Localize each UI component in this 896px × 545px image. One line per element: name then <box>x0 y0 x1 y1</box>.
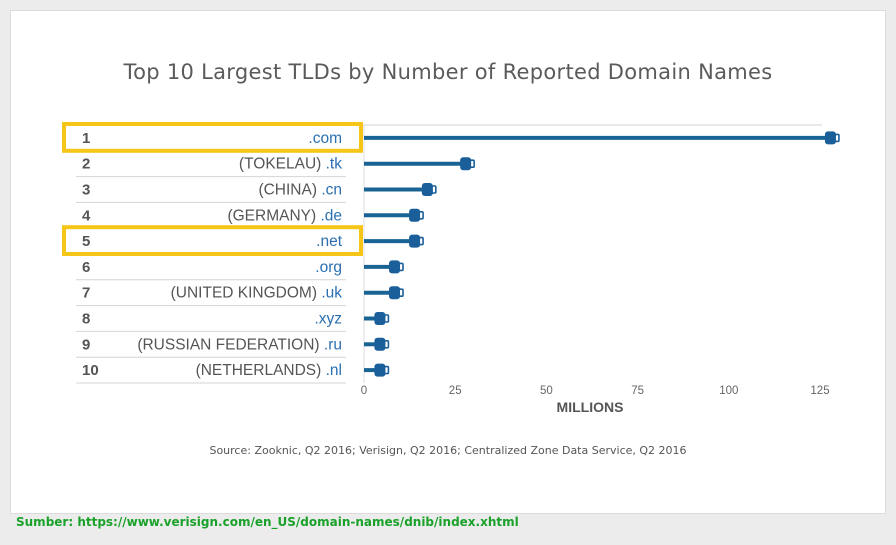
bar-cap-prong <box>383 339 390 349</box>
tld-name: .cn <box>321 182 342 199</box>
country-name: (GERMANY) <box>227 207 320 224</box>
bar-cap <box>374 363 386 377</box>
bar-cap <box>389 260 401 274</box>
x-tick-label: 0 <box>361 385 367 397</box>
x-tick-label: 75 <box>631 385 644 397</box>
tld-name: .net <box>316 233 343 250</box>
bar-cap-prong <box>398 262 404 272</box>
bar-chart: 1 .com 2 (TOKELAU) .tk 3 (CHINA) .cn 4 (GERMANY… <box>62 122 840 415</box>
bar-cap-prong <box>398 288 404 298</box>
country-name: (NETHERLANDS) <box>196 362 326 379</box>
rank-label: 9 <box>82 336 90 353</box>
tld-label: (UNITED KINGDOM) .uk <box>171 285 343 302</box>
tld-label: .net <box>316 233 343 250</box>
tld-name: .com <box>308 130 342 147</box>
chart-card <box>10 10 886 514</box>
tld-label: .org <box>315 259 342 276</box>
country-name: (RUSSIAN FEDERATION) <box>137 336 324 353</box>
bar-cap <box>389 286 401 300</box>
tld-label: (NETHERLANDS) .nl <box>196 362 342 379</box>
rank-label: 1 <box>82 130 90 147</box>
bar-cap <box>374 312 386 325</box>
rank-label: 5 <box>82 233 90 250</box>
rank-label: 8 <box>82 311 90 328</box>
bar-cap-prong <box>418 236 424 246</box>
tld-name: .uk <box>321 285 342 302</box>
bar-cap <box>824 131 836 145</box>
bar-cap <box>374 337 386 351</box>
bar-cap <box>409 234 421 248</box>
tld-label: .xyz <box>314 311 342 328</box>
rank-label: 7 <box>82 285 90 302</box>
x-tick-label: 125 <box>810 385 829 397</box>
rank-label: 4 <box>82 207 91 224</box>
bar-cap-prong <box>383 365 390 375</box>
bar-cap <box>421 183 433 196</box>
tld-label: (GERMANY) .de <box>227 207 342 224</box>
bar-cap-prong <box>418 211 424 220</box>
bar-cap <box>409 208 421 222</box>
highlight-box <box>62 122 363 153</box>
tld-name: .ru <box>324 336 342 353</box>
rank-label: 3 <box>82 182 90 199</box>
highlight-box <box>62 225 363 256</box>
rank-label: 2 <box>82 156 90 173</box>
rank-label: 10 <box>82 362 99 379</box>
tld-name: .de <box>320 207 342 224</box>
tld-label: (RUSSIAN FEDERATION) .ru <box>137 336 342 353</box>
tld-name: .tk <box>326 156 343 173</box>
tld-label: .com <box>308 130 342 147</box>
source-note: Source: Zooknic, Q2 2016; Verisign, Q2 2… <box>209 444 687 457</box>
rank-label: 6 <box>82 259 90 276</box>
bar-cap-prong <box>431 185 437 194</box>
country-name: (TOKELAU) <box>239 156 326 173</box>
bar-cap-prong <box>834 133 840 143</box>
tld-label: (TOKELAU) .tk <box>239 156 342 173</box>
x-tick-label: 100 <box>719 385 738 397</box>
source-url-footer: Sumber: https://www.verisign.com/en_US/d… <box>16 515 519 529</box>
bar-cap-prong <box>469 159 475 168</box>
tld-label: (CHINA) .cn <box>258 182 342 199</box>
bar-cap-prong <box>383 314 390 323</box>
chart-title: Top 10 Largest TLDs by Number of Reporte… <box>123 60 773 84</box>
x-tick-label: 50 <box>540 385 553 397</box>
tld-name: .nl <box>326 362 342 379</box>
bar-cap <box>460 157 472 171</box>
country-name: (UNITED KINGDOM) <box>171 285 322 302</box>
x-axis-label: MILLIONS <box>557 399 624 415</box>
tld-name: .xyz <box>314 311 342 328</box>
country-name: (CHINA) <box>258 182 321 199</box>
tld-name: .org <box>315 259 342 276</box>
x-tick-label: 25 <box>449 385 462 397</box>
